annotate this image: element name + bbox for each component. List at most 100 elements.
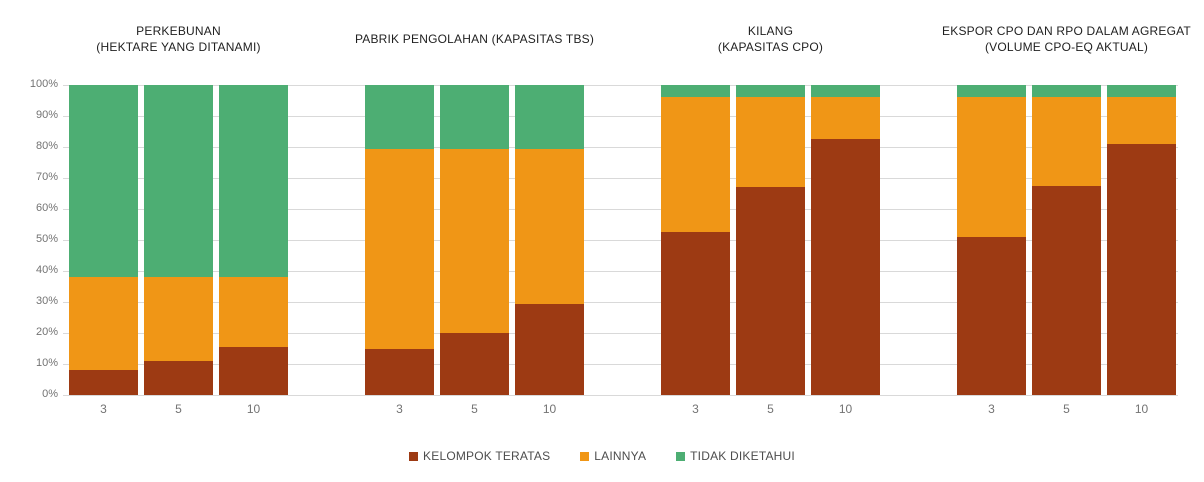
bar-segment-lainnya	[219, 277, 288, 347]
bar-segment-kelompok-teratas	[811, 139, 880, 395]
bar-segment-tidak-diketahui	[811, 85, 880, 98]
bar-group	[661, 85, 880, 395]
y-axis-tick-label: 40%	[35, 264, 58, 276]
bar-segment-kelompok-teratas	[69, 370, 138, 395]
legend-item: TIDAK DIKETAHUI	[676, 449, 795, 463]
bar-segment-kelompok-teratas	[661, 232, 730, 395]
bar-segment-tidak-diketahui	[661, 85, 730, 98]
panel-title: EKSPOR CPO DAN RPO DALAM AGREGAT (VOLUME …	[897, 14, 1204, 64]
gridline	[63, 271, 1178, 272]
gridline	[63, 178, 1178, 179]
bar-segment-lainnya	[661, 97, 730, 233]
y-axis-tick-label: 10%	[35, 357, 58, 369]
gridline	[63, 85, 1178, 86]
x-axis-category-label: 10	[246, 402, 261, 416]
bar-segment-kelompok-teratas	[144, 360, 213, 395]
legend-swatch-icon	[580, 451, 590, 461]
panel-title-line: PERKEBUNAN	[136, 24, 221, 38]
legend-label: KELOMPOK TERATAS	[423, 449, 551, 463]
bar-group	[957, 85, 1176, 395]
bar-segment-lainnya	[1032, 97, 1101, 186]
x-axis-category-label: 5	[1063, 402, 1070, 416]
panel-title: PERKEBUNAN (HEKTARE YANG DITANAMI)	[9, 14, 349, 64]
panel-title-line: (HEKTARE YANG DITANAMI)	[96, 40, 261, 54]
bar	[440, 85, 509, 395]
legend-item: KELOMPOK TERATAS	[409, 449, 550, 463]
y-axis-tick-label: 30%	[35, 295, 58, 307]
x-axis-category-label: 5	[471, 402, 478, 416]
panel-title-line: PABRIK PENGOLAHAN (KAPASITAS TBS)	[354, 32, 595, 46]
bar-segment-tidak-diketahui	[144, 85, 213, 278]
bar-segment-lainnya	[440, 148, 509, 333]
bar-segment-tidak-diketahui	[1107, 85, 1176, 98]
bar-segment-lainnya	[957, 97, 1026, 237]
bar	[69, 85, 138, 395]
panel-title-line: (VOLUME CPO-EQ AKTUAL)	[984, 40, 1149, 54]
legend-label: LAINNYA	[594, 449, 647, 463]
y-axis-tick-label: 90%	[35, 109, 58, 121]
bar-segment-lainnya	[736, 97, 805, 188]
bar-segment-kelompok-teratas	[1107, 143, 1176, 395]
bar	[219, 85, 288, 395]
panel-title: KILANG (KAPASITAS CPO)	[601, 14, 941, 64]
bar-segment-lainnya	[1107, 97, 1176, 144]
x-axis-category-label: 3	[396, 402, 403, 416]
bar-segment-tidak-diketahui	[1032, 85, 1101, 98]
bar-segment-kelompok-teratas	[957, 236, 1026, 395]
bar-segment-lainnya	[365, 148, 434, 349]
x-axis-category-label: 10	[542, 402, 557, 416]
bar-segment-tidak-diketahui	[515, 85, 584, 149]
bar-segment-lainnya	[69, 277, 138, 371]
bar-segment-lainnya	[144, 277, 213, 361]
gridline	[63, 147, 1178, 148]
bar-segment-kelompok-teratas	[365, 348, 434, 395]
y-axis-tick-label: 20%	[35, 326, 58, 338]
bar-segment-lainnya	[515, 148, 584, 304]
bar	[1032, 85, 1101, 395]
y-axis-tick-label: 60%	[35, 202, 58, 214]
bar-group	[69, 85, 288, 395]
y-axis-tick-label: 100%	[29, 78, 58, 90]
x-axis-category-label: 10	[838, 402, 853, 416]
panel-title-line: (KAPASITAS CPO)	[717, 40, 824, 54]
gridline	[63, 209, 1178, 210]
bar	[365, 85, 434, 395]
legend-swatch-icon	[676, 451, 686, 461]
bar	[661, 85, 730, 395]
bar-segment-tidak-diketahui	[440, 85, 509, 149]
x-axis-category-label: 3	[692, 402, 699, 416]
gridline	[63, 302, 1178, 303]
y-axis-tick-label: 80%	[35, 140, 58, 152]
bar-group	[365, 85, 584, 395]
y-axis-tick-label: 50%	[35, 233, 58, 245]
gridline	[63, 240, 1178, 241]
bar-segment-tidak-diketahui	[69, 85, 138, 278]
bar	[736, 85, 805, 395]
panel-title-line: EKSPOR CPO DAN RPO DALAM AGREGAT	[942, 24, 1191, 38]
plot-area	[63, 85, 1178, 396]
bar	[515, 85, 584, 395]
bar-segment-tidak-diketahui	[957, 85, 1026, 98]
bar-segment-kelompok-teratas	[736, 187, 805, 395]
legend-swatch-icon	[409, 451, 419, 461]
legend-item: LAINNYA	[580, 449, 646, 463]
bar	[957, 85, 1026, 395]
bar-segment-kelompok-teratas	[440, 333, 509, 395]
bar-segment-kelompok-teratas	[1032, 185, 1101, 395]
gridline	[63, 395, 1178, 396]
panel-title: PABRIK PENGOLAHAN (KAPASITAS TBS)	[305, 14, 645, 64]
x-axis-category-label: 3	[988, 402, 995, 416]
y-axis-tick-label: 70%	[35, 171, 58, 183]
bar-segment-kelompok-teratas	[219, 346, 288, 395]
x-axis-category-label: 10	[1134, 402, 1149, 416]
gridline	[63, 364, 1178, 365]
x-axis-category-label: 3	[100, 402, 107, 416]
x-axis-category-label: 5	[767, 402, 774, 416]
bar-segment-kelompok-teratas	[515, 303, 584, 395]
y-axis-tick-label: 0%	[42, 388, 58, 400]
bar-segment-lainnya	[811, 97, 880, 140]
bar	[811, 85, 880, 395]
panel-title-line: KILANG	[747, 24, 794, 38]
legend: KELOMPOK TERATAS LAINNYA TIDAK DIKETAHUI	[0, 449, 1204, 463]
